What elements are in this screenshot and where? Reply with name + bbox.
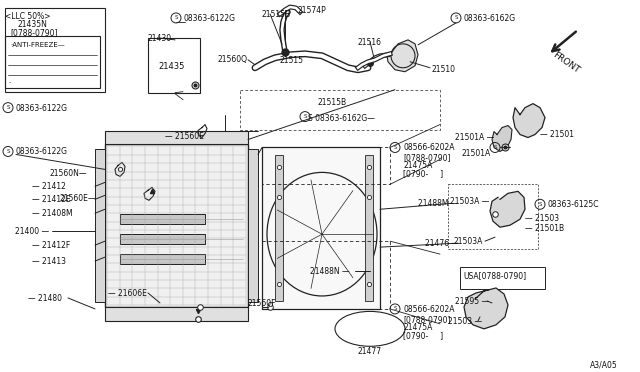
Text: 21503 —: 21503 — [448, 317, 482, 326]
Text: — 21412: — 21412 [32, 182, 66, 191]
Text: 21488N —: 21488N — [310, 267, 349, 276]
Bar [105, 144, 248, 307]
Text: — 21560E: — 21560E [165, 132, 204, 141]
Text: 21475A: 21475A [403, 323, 433, 332]
Text: [0788-0790]: [0788-0790] [403, 154, 451, 163]
Text: 08566-6202A: 08566-6202A [403, 144, 454, 153]
Bar [5, 8, 105, 92]
Text: 21560E—: 21560E— [60, 194, 97, 203]
Text: 21476 —: 21476 — [425, 239, 459, 248]
Polygon shape [464, 288, 508, 329]
Text: 21515B: 21515B [262, 10, 291, 19]
Text: S: S [454, 15, 458, 20]
Text: 21516: 21516 [358, 38, 382, 47]
Text: [0790-     ]: [0790- ] [403, 169, 443, 179]
Text: USA[0788-0790]: USA[0788-0790] [463, 271, 526, 280]
Text: 08363-6122G: 08363-6122G [16, 147, 68, 157]
Text: S: S [303, 114, 307, 119]
Text: 21503A: 21503A [453, 237, 483, 246]
Text: FRONT: FRONT [551, 50, 581, 75]
Text: — 21412F: — 21412F [32, 241, 70, 250]
Polygon shape [490, 191, 525, 227]
Bar [460, 267, 545, 289]
Text: 08363-6122G: 08363-6122G [16, 104, 68, 113]
Bar [120, 234, 205, 244]
Text: 21560Q: 21560Q [218, 55, 248, 64]
Text: S: S [538, 202, 541, 207]
Bar [262, 147, 380, 309]
Text: 21501A: 21501A [462, 150, 492, 158]
Polygon shape [513, 104, 545, 138]
Text: S: S [393, 307, 397, 311]
Bar [95, 150, 105, 302]
Text: 21475A: 21475A [403, 161, 433, 170]
Text: S: S [174, 15, 178, 20]
Text: — 21413: — 21413 [32, 257, 66, 266]
Bar [120, 254, 205, 264]
Bar [105, 307, 248, 321]
Text: 08566-6202A: 08566-6202A [403, 305, 454, 314]
Text: S: S [393, 145, 397, 150]
Text: S 08363-6162G—: S 08363-6162G— [308, 113, 375, 123]
Bar [248, 150, 258, 302]
Text: 08363-6122G: 08363-6122G [183, 14, 235, 23]
Text: 21595 —: 21595 — [455, 297, 489, 306]
Text: [0788-0790]: [0788-0790] [403, 315, 451, 324]
Text: 21515B: 21515B [318, 98, 347, 107]
Text: — 21503: — 21503 [525, 214, 559, 223]
Text: — 21501: — 21501 [540, 129, 574, 138]
Text: <LLC 50%>: <LLC 50%> [5, 12, 51, 21]
Polygon shape [492, 126, 512, 151]
Text: 21560N—: 21560N— [50, 169, 88, 179]
Bar [275, 155, 283, 301]
Text: [0788-0790]: [0788-0790] [10, 28, 58, 37]
Text: 21488M —: 21488M — [418, 199, 458, 208]
Polygon shape [387, 40, 418, 72]
Text: S: S [6, 105, 10, 110]
Bar [5, 36, 100, 88]
Text: 21430: 21430 [148, 34, 172, 43]
Text: 08363-6125C: 08363-6125C [548, 200, 600, 209]
Bar [365, 155, 373, 301]
Text: 21515: 21515 [280, 56, 304, 65]
Text: 21435N: 21435N [18, 20, 48, 29]
Text: — 21412E: — 21412E [32, 195, 70, 204]
Text: 21503A —: 21503A — [450, 197, 490, 206]
Text: 08363-6162G: 08363-6162G [463, 14, 515, 23]
Text: 21560F: 21560F [248, 299, 276, 308]
Text: [0790-     ]: [0790- ] [403, 331, 443, 340]
Text: 21510: 21510 [432, 65, 456, 74]
Bar [120, 214, 205, 224]
Text: 21400 —: 21400 — [15, 227, 49, 236]
Text: A3/A05: A3/A05 [590, 361, 618, 370]
Text: 21477: 21477 [358, 347, 382, 356]
Text: 21501A —: 21501A — [455, 132, 494, 141]
Text: ·ANTI-FREEZE—: ·ANTI-FREEZE— [10, 42, 65, 48]
Bar [148, 38, 200, 93]
Text: S: S [493, 145, 497, 150]
Text: S: S [6, 149, 10, 154]
Text: — 21606E: — 21606E [108, 289, 147, 298]
Text: 21574P: 21574P [298, 6, 327, 15]
Bar [105, 131, 248, 144]
Text: — 21408M: — 21408M [32, 209, 72, 218]
Text: — 21480: — 21480 [28, 294, 62, 303]
Text: ·: · [8, 80, 10, 86]
Text: 21435: 21435 [158, 62, 184, 71]
Text: — 21501B: — 21501B [525, 224, 564, 233]
